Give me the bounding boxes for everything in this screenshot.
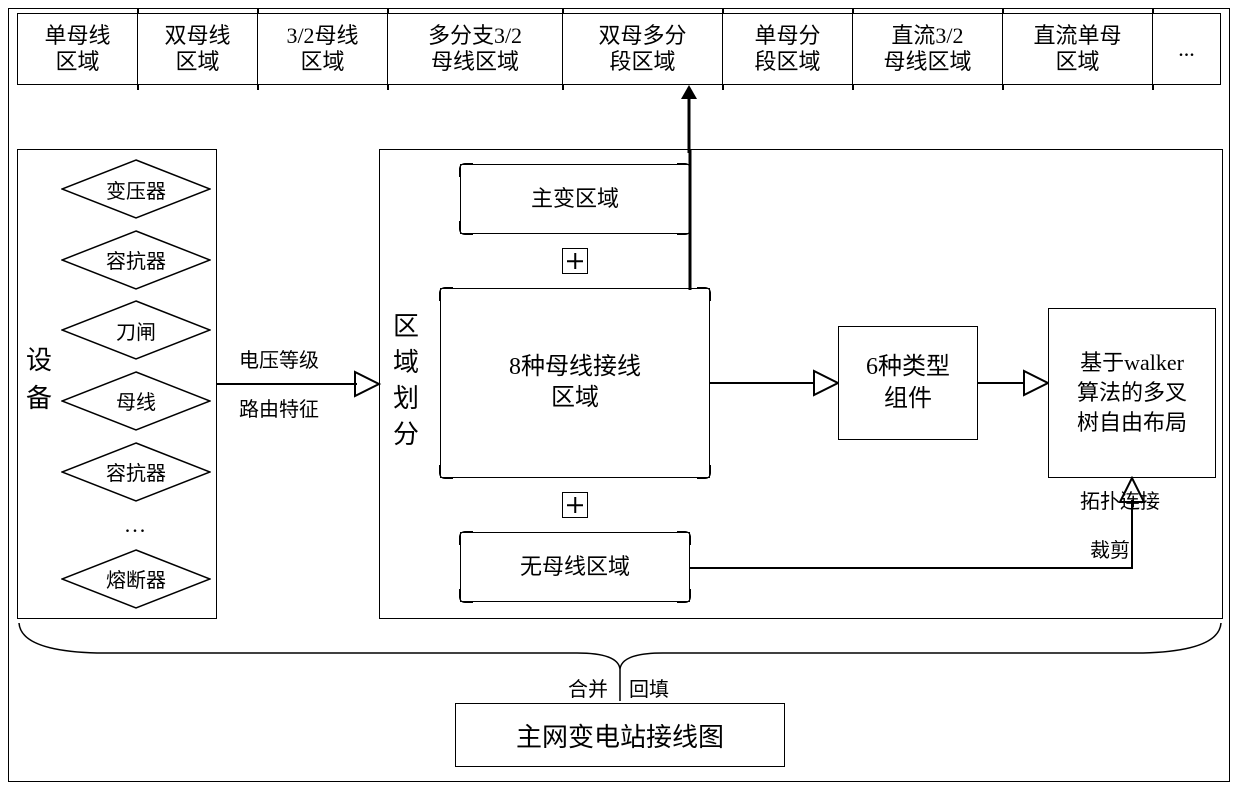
region-partition-panel: 区域划分 主变区域 8种母线接线区域 无母线区域 拓扑连接 裁 [379, 149, 1223, 619]
six-component-types-box: 6种类型组件 [838, 326, 978, 440]
diagram-frame: 单母线区域 双母线区域 3/2母线区域 多分支3/2母线区域 双母多分段区域 单… [8, 8, 1230, 782]
tab-dc-single: 直流单母区域 [1003, 14, 1153, 84]
equipment-item: 容抗器 [61, 230, 211, 290]
result-box: 主网变电站接线图 [455, 703, 785, 767]
tab-double-multi: 双母多分段区域 [563, 14, 723, 84]
brace-label-backfill: 回填 [629, 673, 669, 702]
tab-label: 双母线区域 [164, 23, 230, 76]
tab-label: 3/2母线区域 [286, 23, 358, 76]
arrow-center-to-tabs [677, 85, 701, 153]
result-label: 主网变电站接线图 [516, 717, 724, 754]
edge-label-voltage: 电压等级 [239, 344, 319, 373]
bus-wiring-area-box: 8种母线接线区域 [440, 288, 710, 478]
equipment-item-label: 母线 [116, 386, 156, 415]
equipment-item-label: 熔断器 [106, 564, 166, 593]
brace-stem [618, 669, 622, 701]
tab-more: ... [1153, 14, 1220, 84]
main-transformer-area-box: 主变区域 [460, 164, 690, 234]
tab-single-seg: 单母分段区域 [723, 14, 853, 84]
equipment-item: 变压器 [61, 159, 211, 219]
arrow-types-to-walker [978, 358, 1050, 408]
equipment-item-label: 刀闸 [116, 316, 156, 345]
tab-label: 直流3/2母线区域 [883, 23, 971, 76]
brace-label-merge: 合并 [568, 673, 608, 702]
tab-double-bus: 双母线区域 [138, 14, 258, 84]
tab-label: 单母线区域 [44, 23, 110, 76]
equipment-list: 变压器 容抗器 刀闸 母线 容抗器 ... 熔断器 [56, 150, 216, 618]
equipment-more-icon: ... [125, 512, 148, 538]
equipment-item: 刀闸 [61, 300, 211, 360]
no-bus-area-box: 无母线区域 [460, 532, 690, 602]
equipment-item: 容抗器 [61, 442, 211, 502]
box-label: 无母线区域 [520, 553, 630, 582]
tab-3-2-bus: 3/2母线区域 [258, 14, 388, 84]
connector-center-to-arrow [685, 150, 695, 290]
box-label: 8种母线接线区域 [509, 352, 641, 414]
equipment-item-label: 容抗器 [106, 245, 166, 274]
equipment-item: 熔断器 [61, 549, 211, 609]
box-label: 主变区域 [531, 185, 619, 214]
box-label: 6种类型组件 [866, 351, 950, 416]
bus-area-tabs-row: 单母线区域 双母线区域 3/2母线区域 多分支3/2母线区域 双母多分段区域 单… [17, 13, 1221, 85]
plus-icon [562, 248, 588, 274]
walker-layout-box: 基于walker算法的多叉树自由布局 [1048, 308, 1216, 478]
tab-label: 双母多分段区域 [598, 23, 686, 76]
equipment-item-label: 变压器 [106, 175, 166, 204]
tab-label: 单母分段区域 [754, 23, 820, 76]
box-label: 基于walker算法的多叉树自由布局 [1077, 348, 1187, 437]
equipment-title: 设备 [18, 150, 56, 618]
tab-multi-3-2: 多分支3/2母线区域 [388, 14, 563, 84]
equipment-item: 母线 [61, 371, 211, 431]
edge-label-route: 路由特征 [239, 393, 319, 422]
tab-label: 多分支3/2母线区域 [428, 23, 522, 76]
region-partition-title: 区域划分 [386, 150, 422, 618]
equipment-panel: 设备 变压器 容抗器 刀闸 母线 容抗器 ... [17, 149, 217, 619]
tab-single-bus: 单母线区域 [18, 14, 138, 84]
plus-icon [562, 492, 588, 518]
brace-icon [17, 621, 1223, 671]
tab-dc-3-2: 直流3/2母线区域 [853, 14, 1003, 84]
equipment-item-label: 容抗器 [106, 457, 166, 486]
tab-label: 直流单母区域 [1033, 23, 1121, 76]
arrow-nobus-to-walker [690, 476, 1150, 576]
tab-label: ... [1178, 36, 1195, 62]
arrow-center-to-types [710, 358, 840, 408]
